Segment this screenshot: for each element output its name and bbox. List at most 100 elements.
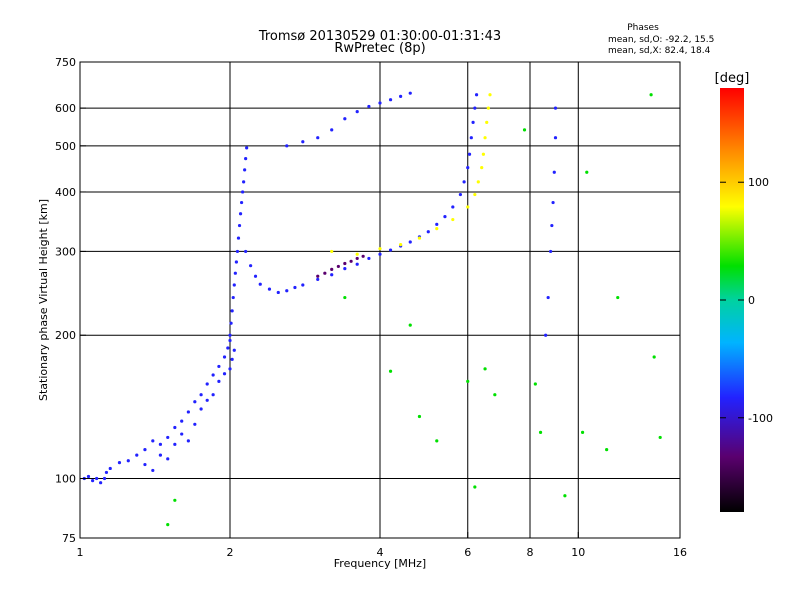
data-point xyxy=(230,309,234,313)
data-point xyxy=(301,283,305,287)
y-tick-label: 200 xyxy=(55,329,76,342)
data-point xyxy=(211,373,215,377)
data-point xyxy=(173,498,177,502)
data-point xyxy=(355,256,359,261)
data-point xyxy=(151,468,155,473)
data-point xyxy=(217,364,221,369)
y-tick-label: 750 xyxy=(55,56,76,69)
data-point xyxy=(658,435,662,440)
y-tick-label: 500 xyxy=(55,140,76,153)
data-point xyxy=(343,295,347,300)
x-tick-label: 8 xyxy=(527,546,534,559)
data-point xyxy=(135,453,139,457)
data-point xyxy=(158,453,163,457)
data-point xyxy=(486,106,490,110)
data-point xyxy=(552,170,556,174)
data-point xyxy=(336,264,340,269)
data-point xyxy=(285,289,289,293)
data-point xyxy=(243,168,247,172)
stats-line-o: mean, sd,O: -92.2, 15.5 xyxy=(608,35,714,45)
data-point xyxy=(108,466,112,471)
y-tick-label: 100 xyxy=(55,473,76,486)
data-point xyxy=(476,180,480,184)
data-point xyxy=(199,407,203,411)
data-point xyxy=(451,217,455,222)
data-point xyxy=(205,398,209,402)
data-point xyxy=(466,205,470,209)
data-point xyxy=(480,166,484,170)
y-tick-label: 75 xyxy=(62,532,76,545)
data-point xyxy=(563,494,567,498)
data-point xyxy=(533,382,537,386)
data-point xyxy=(473,106,477,110)
data-point xyxy=(355,252,359,256)
data-point xyxy=(166,457,170,461)
x-axis-label: Frequency [MHz] xyxy=(334,557,426,570)
data-point xyxy=(546,295,550,300)
colorbar-ticks: 100 0 -100 xyxy=(720,176,773,425)
data-point xyxy=(316,277,320,282)
data-point xyxy=(408,323,412,327)
data-point xyxy=(652,355,656,359)
data-point xyxy=(473,192,477,197)
data-point xyxy=(276,290,280,295)
data-point xyxy=(228,333,232,337)
y-tick-label: 600 xyxy=(55,102,76,115)
chart-subtitle: RwPretec (8p) xyxy=(334,41,425,56)
data-point xyxy=(241,190,245,194)
data-point xyxy=(408,91,412,95)
data-point xyxy=(229,321,233,325)
data-point xyxy=(355,110,359,114)
data-point xyxy=(466,166,470,170)
data-points xyxy=(82,91,662,527)
data-point xyxy=(193,422,197,426)
data-point xyxy=(553,136,558,140)
data-point xyxy=(483,367,487,371)
data-point xyxy=(330,249,334,254)
data-point xyxy=(458,192,463,197)
data-point xyxy=(367,104,371,109)
data-point xyxy=(467,152,472,156)
data-point xyxy=(493,393,497,397)
data-point xyxy=(483,136,487,140)
data-point xyxy=(232,283,236,287)
data-point xyxy=(238,212,243,216)
data-point xyxy=(95,476,99,481)
data-point xyxy=(99,481,103,485)
data-point xyxy=(199,393,203,397)
data-point xyxy=(388,248,393,252)
data-point xyxy=(426,230,430,234)
data-point xyxy=(649,93,653,97)
data-point xyxy=(239,200,244,205)
x-tick-label: 6 xyxy=(464,546,471,559)
data-point xyxy=(544,333,548,337)
data-point xyxy=(435,222,439,226)
data-point xyxy=(244,157,248,161)
x-tick-label: 2 xyxy=(227,546,234,559)
data-point xyxy=(226,346,230,350)
data-point xyxy=(205,382,209,386)
y-axis-label: Stationary phase Virtual Height [km] xyxy=(37,199,50,401)
data-point xyxy=(462,180,466,184)
axis-ticks: 1 2 4 6 8 10 16 75 100 200 300 400 500 600 750 xyxy=(55,56,687,559)
data-point xyxy=(349,259,353,263)
data-point xyxy=(158,442,163,446)
y-tick-label: 300 xyxy=(55,245,76,258)
data-point xyxy=(151,439,155,443)
data-point xyxy=(605,448,609,452)
data-point xyxy=(180,432,184,436)
data-point xyxy=(143,462,147,467)
data-point xyxy=(258,282,262,286)
data-point xyxy=(550,223,554,228)
data-point xyxy=(186,410,190,414)
colorbar-tick-label: 100 xyxy=(748,176,769,189)
x-tick-label: 16 xyxy=(673,546,687,559)
colorbar-tick-label: 0 xyxy=(748,294,755,307)
data-point xyxy=(443,215,447,219)
data-point xyxy=(388,98,393,102)
data-point xyxy=(232,348,236,352)
data-point xyxy=(228,338,232,343)
data-point xyxy=(267,287,272,291)
data-point xyxy=(180,419,184,423)
